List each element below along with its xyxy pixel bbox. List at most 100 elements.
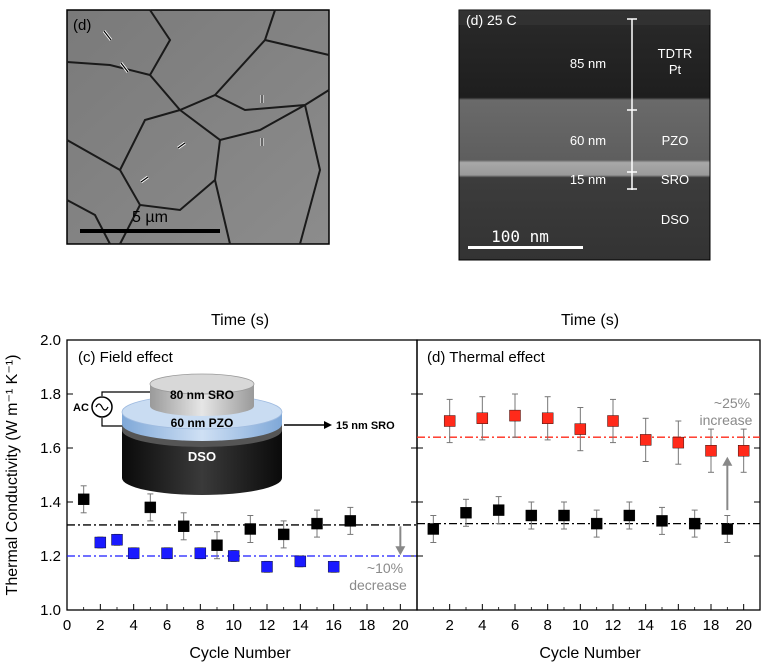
layer-name-pt: Pt [669,62,682,77]
x-tick-label-d: 16 [670,617,687,634]
grain-boundaries [66,9,330,245]
y-tick-label: 1.8 [40,386,61,403]
data-point-c-s0 [244,523,257,535]
x-tick-label-d: 6 [511,617,519,634]
plot-frame-d [416,339,761,611]
data-point-d-s1 [705,445,717,457]
annotation-decrease-word: decrease [349,577,407,593]
data-point-d-s0 [590,517,603,530]
data-point-d-s1 [541,412,554,424]
x-tick-label-c: 12 [259,617,276,634]
panel-title-c: (c) Field effect [78,349,174,366]
top-axis-label-d: Time (s) [561,312,619,329]
x-tick-label-c: 8 [196,617,204,634]
data-point-c-s0 [311,517,323,530]
x-tick-label-d: 20 [735,617,752,634]
device-inset: AC 80 nm SRO 60 nm PZO 15 nm SRO DSO [73,373,395,495]
x-tick-label-c: 18 [359,617,376,634]
data-point-c-s1 [94,536,107,549]
annotation-increase-pct: ~25% [714,395,750,411]
data-point-c-s1 [127,547,140,559]
tem-panel-label: (d) 25 C [466,12,517,28]
scale-bar-100nm [468,246,583,249]
annotation-decrease-pct: ~10% [367,560,403,576]
sine-wave-icon [95,403,109,411]
data-point-d-s0 [427,523,440,535]
layer-thickness-15: 15 nm [570,172,606,187]
scale-bar-label-5um: 5 µm [132,209,168,226]
data-point-d-s0 [688,517,701,530]
data-point-c-s1 [227,550,240,562]
data-point-c-s0 [211,539,223,551]
data-point-d-s1 [639,434,652,446]
y-tick-label: 1.6 [40,440,61,457]
x-tick-label-c: 6 [163,617,171,634]
layer-name-pzo: PZO [662,133,689,148]
x-tick-label-d: 10 [572,617,589,634]
annotation-increase-word: increase [700,412,753,428]
data-point-c-s1 [161,547,173,559]
x-tick-label-c: 20 [392,617,409,634]
x-tick-label-d: 12 [605,617,622,634]
pzo-label: 60 nm PZO [171,416,234,430]
side-sro-label: 15 nm SRO [336,420,395,432]
data-point-d-s1 [672,436,685,449]
data-point-d-s0 [721,523,734,535]
data-point-c-s1 [194,547,207,559]
x-tick-label-c: 10 [225,617,242,634]
x-axis-label-c: Cycle Number [189,645,291,662]
ac-label: AC [73,402,89,414]
layer-thickness-85: 85 nm [570,56,606,71]
data-point-d-s1 [509,409,521,422]
chart-panel-thermal-effect: 2 4 6 8 10 12 14 16 18 20 [416,339,761,634]
data-point-c-s1 [327,561,340,573]
data-point-c-s0 [144,501,157,514]
x-tick-label-d: 4 [478,617,486,634]
x-tick-label-d: 14 [637,617,654,634]
y-tick-label: 1.2 [40,548,61,565]
data-point-d-s1 [737,445,750,457]
y-axis-label: Thermal Conductivity (W m⁻¹ K⁻¹) [4,355,21,596]
data-point-d-s0 [492,504,505,516]
change-arrowhead-d [722,456,733,466]
data-point-d-s0 [460,507,472,519]
layer-name-sro: SRO [661,172,689,187]
top-axis-label-c: Time (s) [211,312,269,329]
data-point-c-s1 [111,534,123,546]
y-tick-label: 1.4 [40,494,61,511]
data-point-c-s1 [261,561,273,573]
sem-left-panel-label: (d) [73,17,91,34]
data-point-c-s0 [77,493,90,505]
cap-label: 80 nm SRO [170,388,234,402]
layer-thickness-60: 60 nm [570,133,606,148]
data-point-d-s0 [525,509,538,522]
data-point-d-s1 [443,415,456,427]
layer-name-tdtr: TDTR [658,46,693,61]
x-tick-label-c: 4 [129,617,137,634]
data-point-c-s0 [344,515,357,527]
data-point-c-s0 [177,520,190,532]
panel-title-d: (d) Thermal effect [427,349,546,366]
x-tick-label-d: 2 [445,617,453,634]
data-point-d-s0 [656,515,668,527]
data-point-d-s0 [623,509,636,522]
change-arrowhead-c [395,546,406,556]
sem-image-left: (d) 5 µm [66,9,330,245]
data-point-c-s1 [294,555,307,568]
dso-label: DSO [188,449,216,464]
x-tick-label-c: 14 [292,617,309,634]
x-tick-label-c: 0 [63,617,71,634]
layer-thickness-bar [627,18,637,190]
data-point-d-s1 [574,423,587,435]
x-tick-label-c: 2 [96,617,104,634]
ac-circuit-wires [101,391,150,427]
y-tick-label: 1.0 [40,602,61,619]
data-point-c-s0 [277,528,290,541]
data-point-d-s1 [607,415,619,427]
data-point-d-s1 [476,412,489,424]
tem-image-right: (d) 25 C 85 nm TDTR Pt 60 nm PZO 15 nm S… [458,9,711,261]
x-tick-label-c: 16 [325,617,342,634]
scale-bar-5um [80,229,220,233]
sro-pointer-arrowhead [324,421,332,429]
